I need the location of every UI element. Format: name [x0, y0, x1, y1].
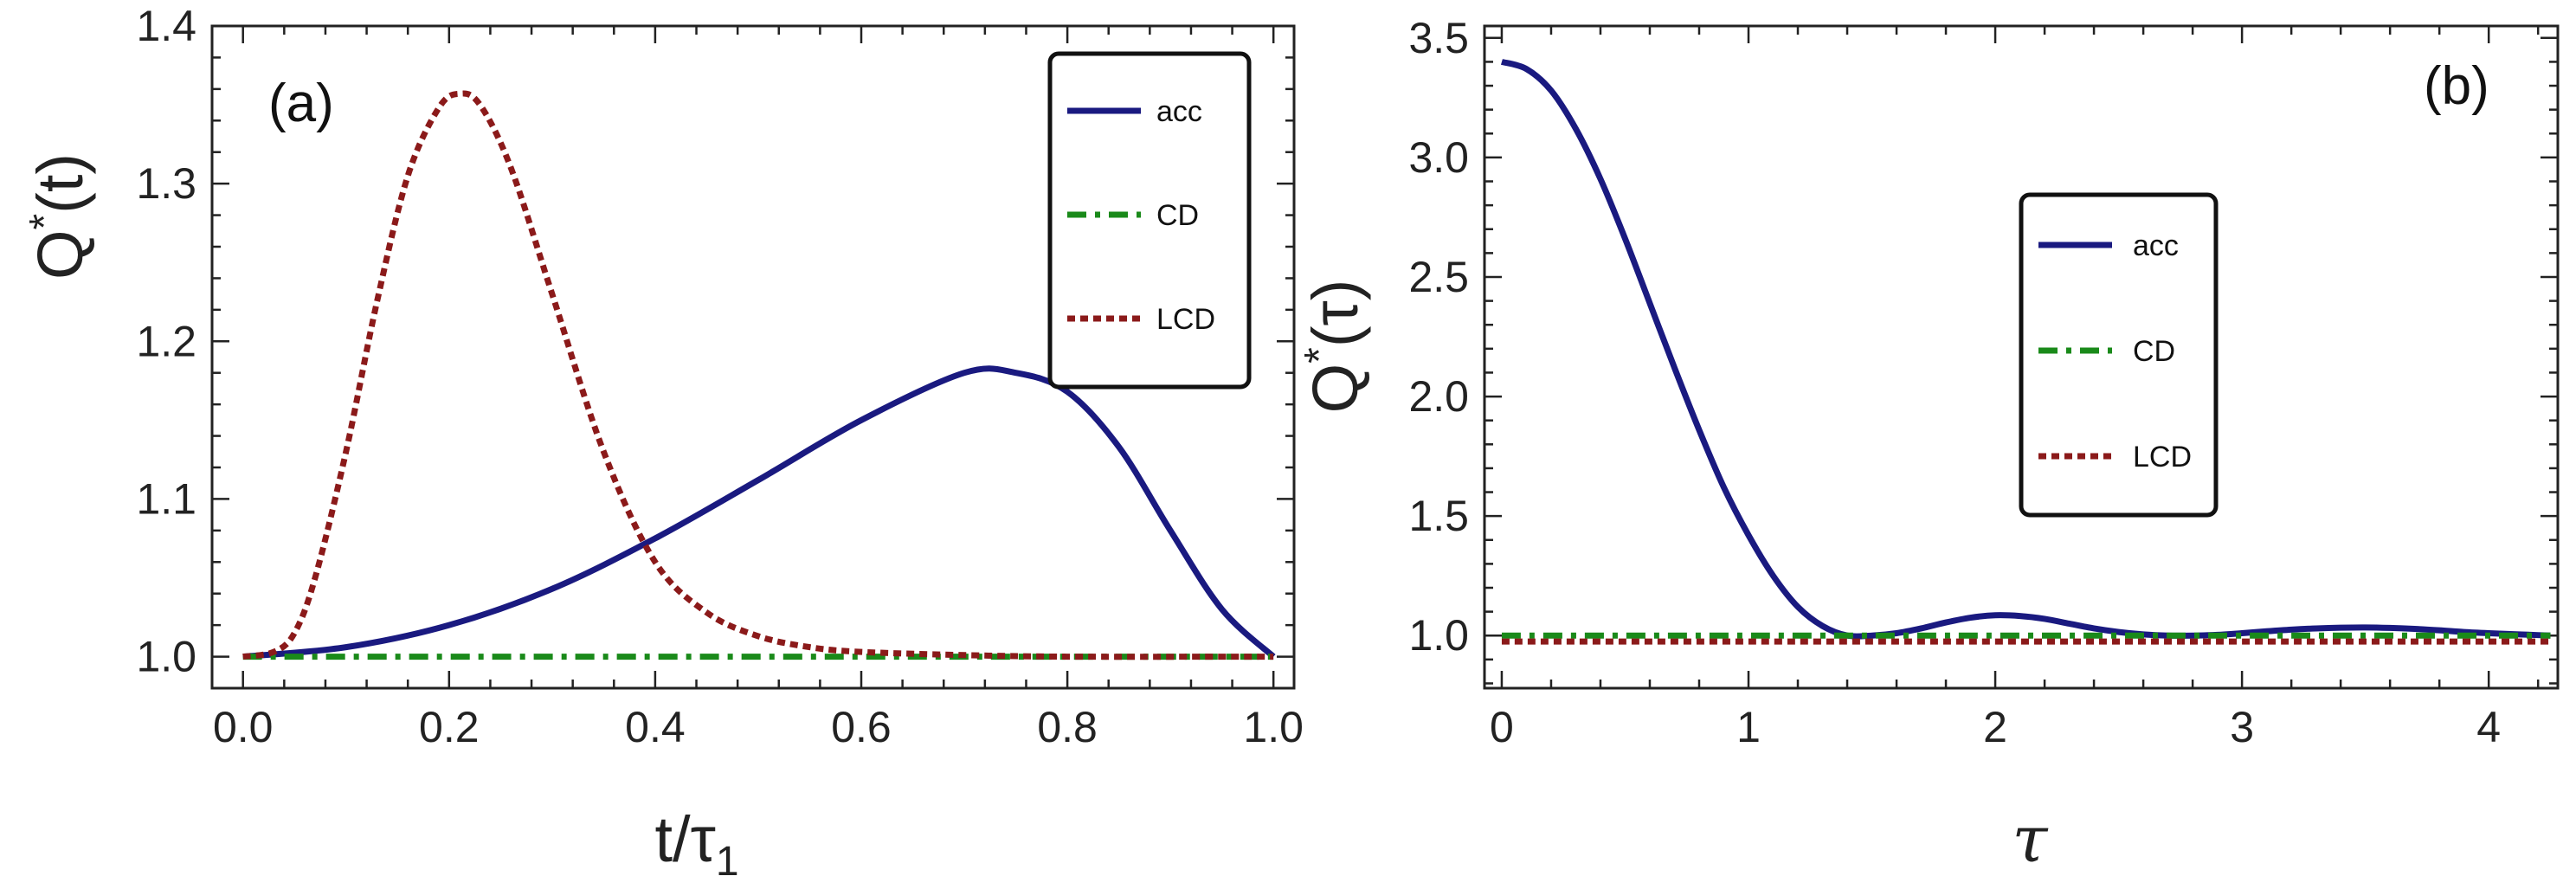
panel-b-ytick-label: 1.0	[1408, 611, 1469, 660]
panel-a-series-acc	[242, 365, 1276, 660]
panel-b-legend-label-acc: acc	[2133, 229, 2179, 262]
panel-b-xtick-label: 3	[2230, 703, 2254, 751]
panel-a-ylabel: Q*(t)	[22, 153, 96, 280]
panel-a-ytick-label: 1.1	[136, 474, 196, 523]
panel-a-xtick-label: 0.0	[213, 703, 274, 751]
panel-a-xlabel: t/τ1	[654, 803, 738, 885]
panel-a-ytick-label: 1.3	[136, 159, 196, 208]
panel-b-xtick-label: 4	[2476, 703, 2501, 751]
panel-a-xtick-label: 0.2	[419, 703, 480, 751]
panel-a-legend-label-acc: acc	[1156, 95, 1202, 128]
panel-b-legend: acc CD LCD	[2019, 192, 2219, 518]
panel-a-xtick-label: 0.4	[625, 703, 686, 751]
panel-b: Q*(τ) τ (b) 0 1 2 3 4 1.0 1.5 2.0 2.5 3.0 3.5 acc …	[1297, 14, 2560, 877]
panel-b-ytick-label: 1.5	[1408, 492, 1469, 540]
panel-b-xtick-label: 2	[1983, 703, 2007, 751]
panel-b-legend-label-lcd: LCD	[2133, 441, 2192, 473]
panel-a-xtick-label: 0.6	[831, 703, 892, 751]
panel-b-legend-label-cd: CD	[2133, 335, 2175, 368]
panel-a-xtick-label: 1.0	[1243, 703, 1304, 751]
panel-b-label: (b)	[2424, 56, 2489, 116]
panel-a-legend: acc CD LCD	[1047, 51, 1252, 390]
panel-b-ytick-label: 2.5	[1408, 253, 1469, 301]
panel-a-ytick-label: 1.2	[136, 317, 196, 365]
panel-b-xtick-label: 1	[1736, 703, 1761, 751]
panel-b-ylabel: Q*(τ)	[1297, 280, 1371, 414]
panel-a-series-lcd	[242, 90, 1274, 660]
panel-a-xtick-label: 0.8	[1037, 703, 1098, 751]
panel-a-legend-label-cd: CD	[1156, 199, 1199, 232]
panel-a-label: (a)	[268, 74, 334, 133]
panel-b-xtick-label: 0	[1490, 703, 1514, 751]
panel-a-ytick-label: 1.4	[136, 2, 196, 50]
panel-b-xlabel: τ	[2012, 802, 2049, 877]
panel-a-legend-label-lcd: LCD	[1156, 303, 1215, 336]
panel-b-series-acc	[1500, 59, 2551, 640]
panel-b-frame	[1483, 24, 2560, 690]
panel-b-ytick-label: 2.0	[1408, 372, 1469, 421]
panel-b-ytick-label: 3.5	[1408, 14, 1469, 62]
panel-a-ytick-label: 1.0	[136, 633, 196, 681]
panel-a: Q*(t) t/τ1 (a) 0.0 0.2 0.4 0.6 0.8 1.0 1.0 1.1 1…	[22, 2, 1304, 885]
panel-a-frame	[210, 24, 1296, 690]
panel-b-ytick-label: 3.0	[1408, 133, 1469, 182]
